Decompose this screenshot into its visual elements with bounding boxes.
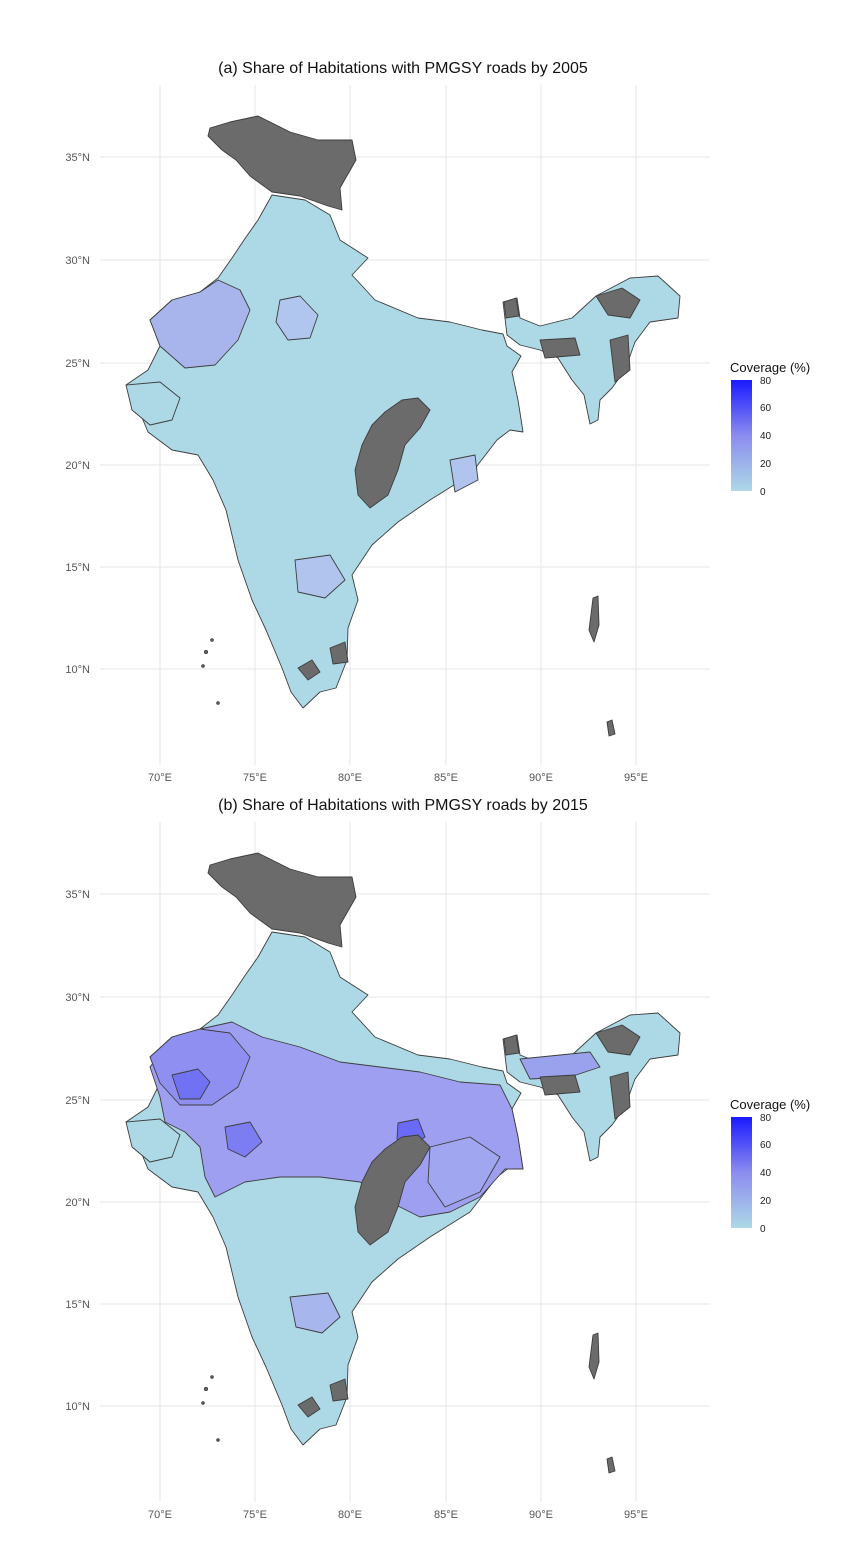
lon-tick-90: 90°E <box>529 772 553 784</box>
lat-tick-10: 10°N <box>65 1401 90 1413</box>
legend-a-tick-80: 80 <box>760 376 772 387</box>
rajasthan-region <box>149 1028 251 1106</box>
barmer-region <box>171 1068 211 1100</box>
lakshadweep-isle-3 <box>201 1401 205 1405</box>
gujarat-region <box>125 381 181 426</box>
tn-missing-region <box>329 641 349 665</box>
gujarat-region <box>125 1118 181 1163</box>
legend-a-tick-0: 0 <box>760 487 766 498</box>
tn-missing-region <box>329 1378 349 1402</box>
panel-a-map <box>125 115 681 737</box>
lat-tick-25: 25°N <box>65 358 90 370</box>
lakshadweep-isle-1 <box>203 649 209 655</box>
lat-tick-30: 30°N <box>65 255 90 267</box>
lakshadweep-isle-3 <box>201 664 205 668</box>
panel-b-legend: Coverage (%) 80 60 40 20 0 <box>730 1097 810 1235</box>
northeast-missing-a <box>595 287 641 319</box>
legend-b-tick-60: 60 <box>760 1140 772 1151</box>
legend-b-tick-20: 20 <box>760 1196 772 1207</box>
panel-a: (a) Share of Habitations with PMGSY road… <box>65 60 810 784</box>
legend-a-tick-20: 20 <box>760 459 772 470</box>
legend-b-tick-80: 80 <box>760 1113 772 1124</box>
northeast-region <box>502 1012 681 1162</box>
lon-tick-70: 70°E <box>148 772 172 784</box>
east-region <box>449 454 479 493</box>
northeast-region <box>502 275 681 425</box>
legend-a-tick-40: 40 <box>760 431 772 442</box>
south-missing-region <box>297 659 321 681</box>
legend-b-tick-40: 40 <box>760 1168 772 1179</box>
lat-tick-35: 35°N <box>65 152 90 164</box>
northeast-missing-c <box>609 334 631 383</box>
panel-a-lon-ticks: 70°E 75°E 80°E 85°E 90°E 95°E <box>148 772 648 784</box>
lat-tick-20: 20°N <box>65 460 90 472</box>
legend-a-title: Coverage (%) <box>730 360 810 375</box>
lon-tick-80: 80°E <box>338 1509 362 1521</box>
legend-a-colorbar <box>731 380 752 491</box>
kashmir-region <box>207 115 357 211</box>
lon-tick-75: 75°E <box>243 1509 267 1521</box>
panel-b-lon-ticks: 70°E 75°E 80°E 85°E 90°E 95°E <box>148 1509 648 1521</box>
panel-b: (b) Share of Habitations with PMGSY road… <box>65 797 810 1521</box>
legend-b-tick-0: 0 <box>760 1224 766 1235</box>
lakshadweep-isle-4 <box>216 1438 220 1442</box>
panel-a-legend: Coverage (%) 80 60 40 20 0 <box>730 360 810 498</box>
lat-tick-30: 30°N <box>65 992 90 1004</box>
south-missing-region <box>297 1396 321 1418</box>
lat-tick-15: 15°N <box>65 562 90 574</box>
panel-b-map <box>125 852 681 1474</box>
lon-tick-90: 90°E <box>529 1509 553 1521</box>
lat-tick-15: 15°N <box>65 1299 90 1311</box>
panel-b-title: (b) Share of Habitations with PMGSY road… <box>218 797 588 814</box>
panel-b-lat-ticks: 35°N 30°N 25°N 20°N 15°N 10°N <box>65 889 90 1413</box>
sikkim-region <box>503 1034 520 1056</box>
central-missing-region <box>354 397 431 509</box>
lon-tick-70: 70°E <box>148 1509 172 1521</box>
panel-a-title: (a) Share of Habitations with PMGSY road… <box>218 60 588 77</box>
south-region <box>294 554 346 599</box>
central-missing-region <box>354 1134 431 1246</box>
northeast-missing-b <box>539 337 581 359</box>
lat-tick-25: 25°N <box>65 1095 90 1107</box>
lat-tick-20: 20°N <box>65 1197 90 1209</box>
kashmir-region <box>207 852 357 948</box>
northeast-missing-c <box>609 1071 631 1120</box>
panel-a-lat-ticks: 35°N 30°N 25°N 20°N 15°N 10°N <box>65 152 90 676</box>
lon-tick-85: 85°E <box>434 1509 458 1521</box>
sikkim-region <box>503 297 520 319</box>
north-region <box>275 295 319 341</box>
nicobar-region <box>606 1456 616 1474</box>
northeast-missing-b <box>539 1074 581 1096</box>
lon-tick-80: 80°E <box>338 772 362 784</box>
odisha-region <box>427 1136 501 1208</box>
assam-region <box>519 1051 601 1080</box>
legend-b-colorbar <box>731 1117 752 1228</box>
lakshadweep-isle-4 <box>216 701 220 705</box>
lat-tick-35: 35°N <box>65 889 90 901</box>
mainland-region <box>125 194 524 709</box>
lakshadweep-isle-2 <box>210 638 214 642</box>
lon-tick-95: 95°E <box>624 772 648 784</box>
ap-region <box>289 1292 341 1334</box>
lat-tick-10: 10°N <box>65 664 90 676</box>
mp-high-region <box>224 1121 263 1158</box>
legend-b-title: Coverage (%) <box>730 1097 810 1112</box>
lakshadweep-isle-2 <box>210 1375 214 1379</box>
west-region <box>149 279 251 369</box>
lon-tick-75: 75°E <box>243 772 267 784</box>
lon-tick-95: 95°E <box>624 1509 648 1521</box>
northeast-missing-a <box>595 1024 641 1056</box>
legend-a-tick-60: 60 <box>760 403 772 414</box>
andaman-region <box>588 1332 600 1380</box>
lon-tick-85: 85°E <box>434 772 458 784</box>
lakshadweep-isle-1 <box>203 1386 209 1392</box>
andaman-region <box>588 595 600 643</box>
nicobar-region <box>606 719 616 737</box>
